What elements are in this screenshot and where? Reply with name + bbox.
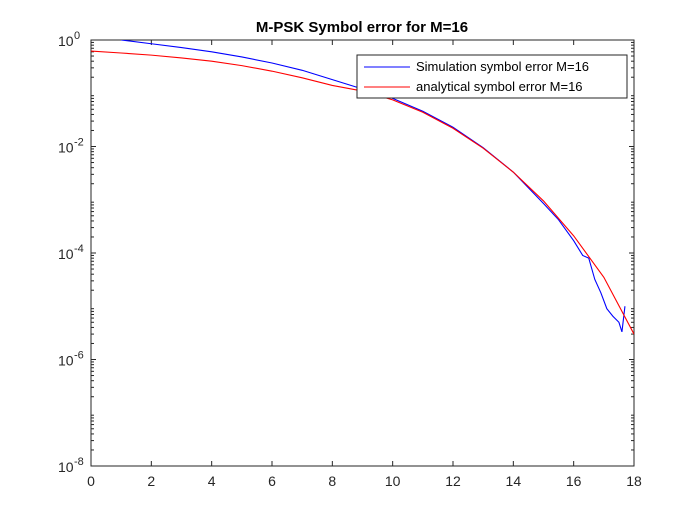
y-tick-label-exponent: -4 bbox=[74, 243, 84, 255]
y-tick-label: 10 -6 bbox=[58, 350, 84, 369]
x-tick-label: 12 bbox=[445, 473, 461, 489]
y-tick-label-base: 10 bbox=[58, 459, 74, 475]
x-tick-label: 4 bbox=[208, 473, 216, 489]
y-tick-label: 10 -8 bbox=[58, 456, 84, 475]
axis-ticks bbox=[90, 39, 635, 467]
y-tick-label-exponent: -6 bbox=[74, 350, 84, 362]
legend-label-simulation: Simulation symbol error M=16 bbox=[416, 59, 589, 74]
y-tick-label-base: 10 bbox=[58, 246, 74, 262]
x-tick-label: 8 bbox=[328, 473, 336, 489]
y-tick-label-exponent: -2 bbox=[74, 137, 84, 149]
legend-box bbox=[356, 54, 628, 99]
y-tick-label: 10 -4 bbox=[58, 243, 84, 262]
y-tick-label-base: 10 bbox=[58, 140, 74, 156]
x-tick-label: 6 bbox=[268, 473, 276, 489]
x-tick-label: 14 bbox=[506, 473, 522, 489]
y-tick-label-exponent: 0 bbox=[74, 30, 80, 42]
x-tick-label: 16 bbox=[566, 473, 582, 489]
y-tick-label: 10 0 bbox=[58, 30, 80, 49]
y-tick-label-base: 10 bbox=[58, 33, 74, 49]
plot-area bbox=[90, 39, 635, 467]
x-axis-tick-labels: 0 2 4 6 8 10 12 14 16 18 bbox=[87, 473, 642, 489]
x-tick-label: 10 bbox=[385, 473, 401, 489]
x-tick-label: 0 bbox=[87, 473, 95, 489]
chart-title: M-PSK Symbol error for M=16 bbox=[256, 19, 468, 36]
y-tick-label: 10 -2 bbox=[58, 137, 84, 156]
x-tick-label: 2 bbox=[147, 473, 155, 489]
legend-label-analytical: analytical symbol error M=16 bbox=[416, 79, 583, 94]
legend: Simulation symbol error M=16 analytical … bbox=[356, 54, 628, 99]
y-tick-label-exponent: -8 bbox=[74, 456, 84, 468]
y-tick-label-base: 10 bbox=[58, 353, 74, 369]
x-tick-label: 18 bbox=[626, 473, 642, 489]
